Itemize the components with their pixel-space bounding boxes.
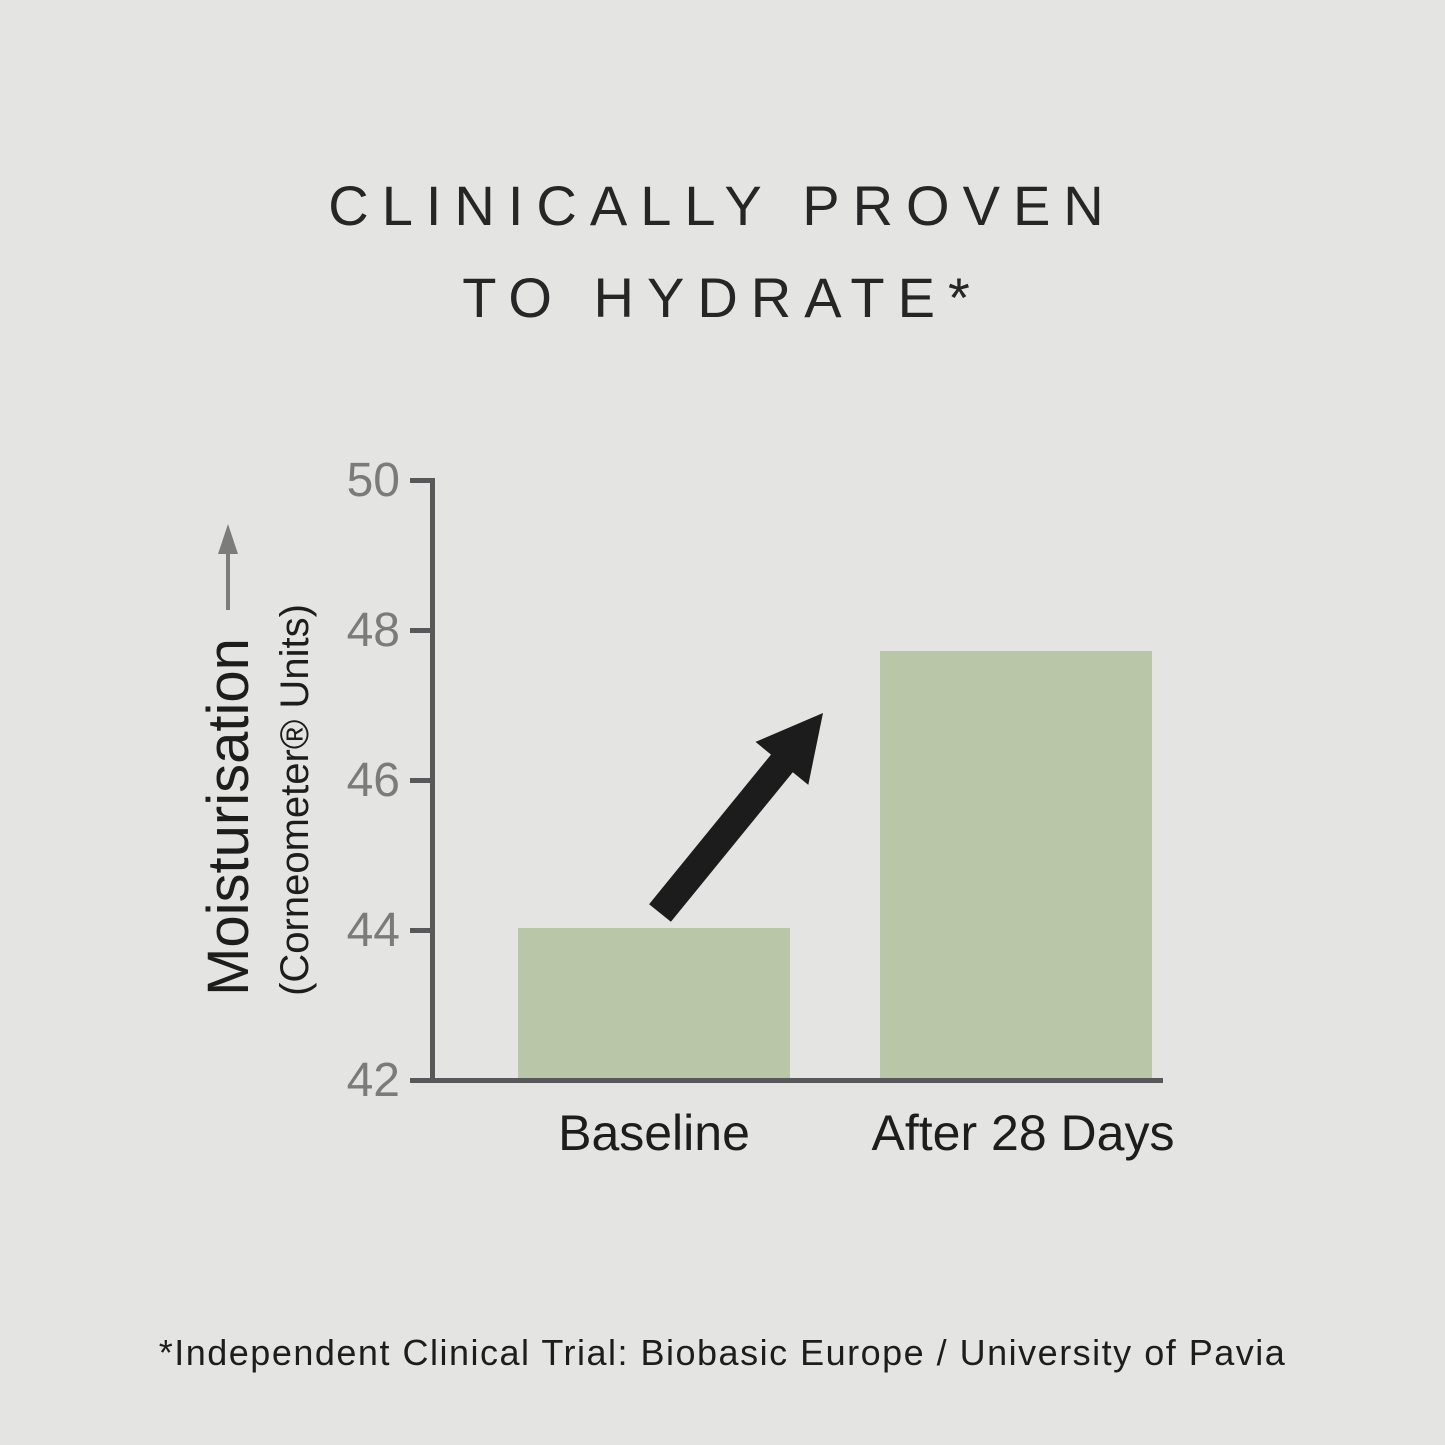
- y-tick-label-50: 50: [346, 453, 400, 507]
- bar-after-28-days: [880, 650, 1152, 1078]
- y-tick-label-46: 46: [346, 753, 400, 807]
- x-label-baseline: Baseline: [558, 1105, 750, 1161]
- y-axis-title: Moisturisation: [192, 490, 264, 1030]
- chart-title-line-1: CLINICALLY PROVEN: [328, 174, 1117, 237]
- y-axis-tick-46: [410, 778, 432, 783]
- axis-direction-arrow-icon: [218, 524, 238, 611]
- chart-title: CLINICALLY PROVEN TO HYDRATE*: [0, 160, 1445, 344]
- bar-baseline: [518, 928, 790, 1078]
- chart-title-line-2: TO HYDRATE*: [462, 266, 983, 329]
- footnote: *Independent Clinical Trial: Biobasic Eu…: [158, 1332, 1287, 1373]
- y-axis-line: [430, 478, 435, 1083]
- y-tick-label-44: 44: [346, 903, 400, 957]
- x-label-after-28-days: After 28 Days: [871, 1105, 1175, 1161]
- y-axis-tick-50: [410, 478, 432, 483]
- x-axis-line: [410, 1078, 1163, 1083]
- y-axis-tick-44: [410, 928, 432, 933]
- y-axis-tick-48: [410, 628, 432, 633]
- y-tick-label-42: 42: [346, 1053, 400, 1107]
- y-tick-label-48: 48: [346, 603, 400, 657]
- increase-arrow-icon: [649, 713, 823, 922]
